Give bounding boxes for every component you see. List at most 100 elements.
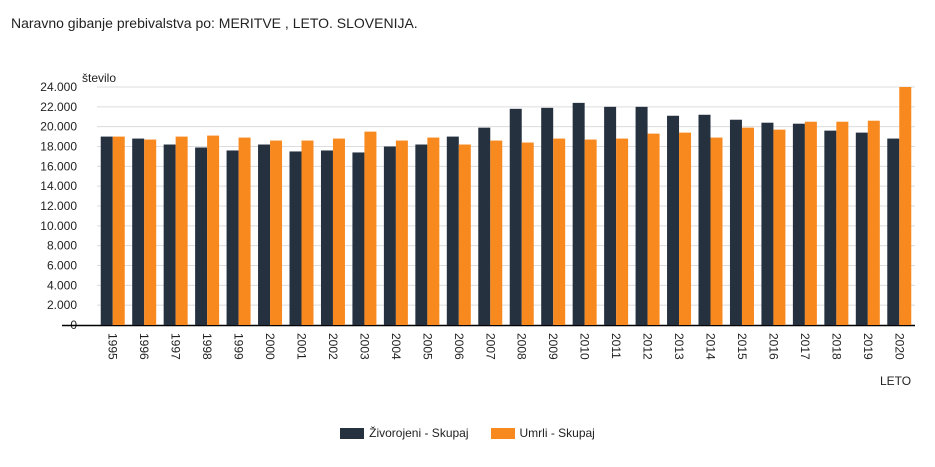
x-tick-label: 1999 — [232, 333, 246, 360]
bar-zivorojeni-2016[interactable] — [761, 122, 774, 325]
x-axis-label: LETO — [880, 374, 911, 388]
bar-zivorojeni-2004[interactable] — [383, 146, 396, 326]
x-tick-label: 2002 — [326, 333, 340, 360]
x-tick-label: 2008 — [515, 333, 529, 360]
bar-zivorojeni-2020[interactable] — [887, 138, 900, 325]
bar-umrli-2014[interactable] — [710, 137, 723, 325]
bar-umrli-2015[interactable] — [741, 127, 754, 326]
legend-swatch — [490, 427, 515, 439]
legend-item-umrli[interactable]: Umrli - Skupaj — [490, 426, 595, 440]
bar-zivorojeni-2013[interactable] — [667, 115, 680, 325]
y-tick-label: 12.000 — [40, 199, 77, 213]
x-tick-label: 2003 — [357, 333, 371, 360]
bar-umrli-1998[interactable] — [207, 135, 220, 325]
bar-zivorojeni-2000[interactable] — [258, 144, 271, 325]
bar-zivorojeni-2009[interactable] — [541, 107, 554, 325]
y-tick-label: 18.000 — [40, 140, 77, 154]
x-tick-label: 2009 — [546, 333, 560, 360]
x-tick-label: 2012 — [641, 333, 655, 360]
bar-zivorojeni-2007[interactable] — [478, 127, 491, 326]
bar-umrli-1996[interactable] — [144, 139, 157, 325]
bar-umrli-1995[interactable] — [112, 136, 125, 325]
bar-umrli-2005[interactable] — [427, 137, 440, 325]
x-tick-label: 2017 — [798, 333, 812, 360]
bar-umrli-2012[interactable] — [647, 133, 660, 325]
y-tick-label: 24.000 — [40, 80, 77, 94]
x-tick-label: 1998 — [200, 333, 214, 360]
bar-umrli-2008[interactable] — [521, 142, 534, 325]
bar-umrli-2017[interactable] — [804, 121, 817, 325]
x-tick-label: 2000 — [263, 333, 277, 360]
bar-umrli-2003[interactable] — [364, 131, 377, 325]
bar-zivorojeni-2011[interactable] — [604, 106, 617, 325]
x-tick-label: 2018 — [829, 333, 843, 360]
bar-zivorojeni-1996[interactable] — [132, 138, 145, 325]
bar-umrli-1999[interactable] — [238, 137, 251, 325]
bar-umrli-2011[interactable] — [616, 138, 629, 325]
y-tick-label: 14.000 — [40, 179, 77, 193]
legend-item-zivorojeni[interactable]: Živorojeni - Skupaj — [340, 426, 469, 440]
bar-umrli-2013[interactable] — [679, 132, 692, 325]
y-tick-label: 22.000 — [40, 100, 77, 114]
y-tick-label: 20.000 — [40, 120, 77, 134]
y-tick-label: 6.000 — [47, 259, 77, 273]
bar-umrli-2016[interactable] — [773, 129, 786, 325]
bar-umrli-2010[interactable] — [584, 139, 597, 325]
bar-umrli-2004[interactable] — [395, 140, 408, 325]
legend-label: Umrli - Skupaj — [519, 426, 595, 440]
x-tick-label: 2020 — [892, 333, 906, 360]
bar-zivorojeni-2014[interactable] — [698, 114, 711, 326]
bar-zivorojeni-2008[interactable] — [509, 108, 522, 325]
bar-zivorojeni-2017[interactable] — [792, 123, 805, 325]
x-tick-label: 2013 — [672, 333, 686, 360]
bar-umrli-2002[interactable] — [332, 138, 345, 325]
x-tick-label: 2007 — [483, 333, 497, 360]
bar-umrli-2018[interactable] — [836, 121, 849, 325]
bar-zivorojeni-2012[interactable] — [635, 106, 648, 325]
x-tick-label: 2011 — [609, 333, 623, 359]
bar-umrli-2007[interactable] — [490, 140, 503, 325]
x-tick-label: 2014 — [704, 333, 718, 360]
bar-umrli-2006[interactable] — [458, 144, 471, 325]
x-tick-label: 2019 — [861, 333, 875, 360]
x-tick-label: 2005 — [420, 333, 434, 360]
legend: Živorojeni - Skupaj Umrli - Skupaj — [0, 426, 935, 440]
y-axis-label: število — [82, 71, 116, 85]
bar-zivorojeni-2003[interactable] — [352, 152, 365, 325]
bar-umrli-2001[interactable] — [301, 140, 314, 325]
y-tick-label: 8.000 — [47, 239, 77, 253]
bar-zivorojeni-2015[interactable] — [729, 119, 742, 325]
x-tick-label: 2015 — [735, 333, 749, 360]
y-tick-label: 10.000 — [40, 219, 77, 233]
x-tick-label: 1997 — [169, 333, 183, 360]
bar-zivorojeni-2010[interactable] — [572, 102, 585, 325]
y-tick-label: 16.000 — [40, 159, 77, 173]
bar-zivorojeni-1998[interactable] — [195, 147, 208, 325]
bar-zivorojeni-1995[interactable] — [100, 136, 113, 325]
chart-title: Naravno gibanje prebivalstva po: MERITVE… — [11, 15, 418, 31]
bar-zivorojeni-2018[interactable] — [824, 130, 837, 325]
x-tick-label: 1995 — [106, 333, 120, 360]
legend-label: Živorojeni - Skupaj — [369, 426, 469, 440]
x-tick-label: 1996 — [137, 333, 151, 360]
bar-zivorojeni-2001[interactable] — [289, 151, 302, 325]
legend-swatch — [340, 427, 365, 439]
bar-chart: 02.0004.0006.0008.00010.00012.00014.0001… — [40, 71, 915, 388]
y-tick-label: 4.000 — [47, 278, 77, 292]
bar-zivorojeni-2005[interactable] — [415, 144, 428, 325]
x-tick-label: 2004 — [389, 333, 403, 360]
bar-umrli-2000[interactable] — [270, 140, 283, 325]
bar-umrli-2019[interactable] — [867, 120, 880, 325]
bar-zivorojeni-2019[interactable] — [855, 132, 868, 325]
bar-zivorojeni-1997[interactable] — [163, 144, 176, 325]
bar-umrli-2009[interactable] — [553, 138, 566, 325]
bar-zivorojeni-2006[interactable] — [446, 136, 459, 325]
y-tick-label: 2.000 — [47, 298, 77, 312]
bar-zivorojeni-1999[interactable] — [226, 150, 239, 325]
bar-umrli-1997[interactable] — [175, 136, 188, 325]
x-tick-label: 2016 — [766, 333, 780, 360]
bar-zivorojeni-2002[interactable] — [320, 150, 333, 325]
x-tick-label: 2006 — [452, 333, 466, 360]
bar-umrli-2020[interactable] — [899, 87, 912, 325]
